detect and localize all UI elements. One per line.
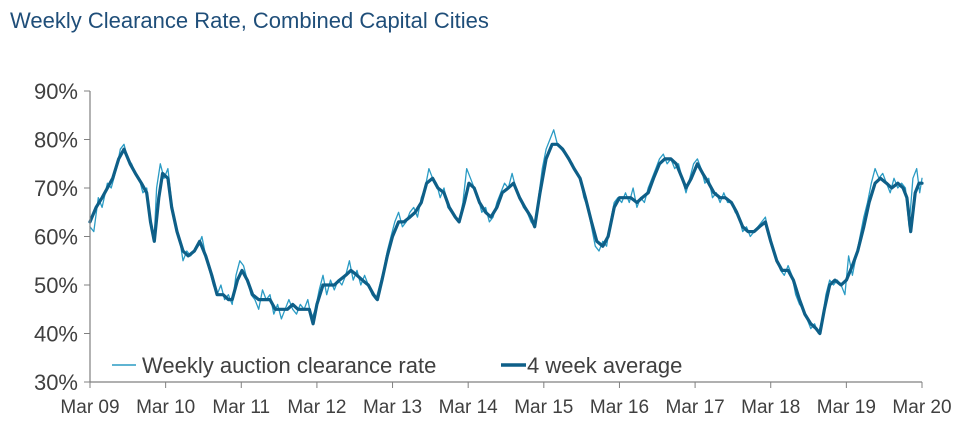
x-axis-ticks: Mar 09 Mar 10 Mar 11 Mar 12 Mar 13 Mar 14 Mar … xyxy=(60,382,952,418)
legend-label-weekly: Weekly auction clearance rate xyxy=(142,353,436,378)
x-tick-label: Mar 18 xyxy=(741,397,800,418)
legend: Weekly auction clearance rate 4 week ave… xyxy=(112,353,682,378)
x-tick-label: Mar 12 xyxy=(287,397,346,418)
x-tick-label: Mar 16 xyxy=(590,397,649,418)
x-tick-label: Mar 13 xyxy=(363,397,422,418)
weekly-clearance-line xyxy=(89,129,923,335)
x-tick-label: Mar 20 xyxy=(892,397,951,418)
x-tick-label: Mar 17 xyxy=(666,397,725,418)
y-tick-label: 30% xyxy=(34,370,78,395)
y-tick-label: 90% xyxy=(34,79,78,104)
x-tick-label: Mar 11 xyxy=(212,397,270,418)
y-tick-label: 70% xyxy=(34,176,78,201)
y-tick-label: 80% xyxy=(34,128,78,153)
x-tick-label: Mar 15 xyxy=(514,397,573,418)
x-tick-label: Mar 19 xyxy=(817,397,876,418)
y-tick-label: 40% xyxy=(34,322,78,347)
chart-title: Weekly Clearance Rate, Combined Capital … xyxy=(10,8,489,33)
y-axis-ticks: 30% 40% 50% 60% 70% 80% 90% xyxy=(34,79,90,395)
y-tick-label: 60% xyxy=(34,225,78,250)
y-tick-label: 50% xyxy=(34,273,78,298)
x-tick-label: Mar 14 xyxy=(439,397,499,418)
x-tick-label: Mar 09 xyxy=(60,397,119,418)
x-tick-label: Mar 10 xyxy=(136,397,195,418)
series-lines xyxy=(88,129,924,336)
four-week-average-line xyxy=(88,142,924,336)
legend-label-average: 4 week average xyxy=(527,353,682,378)
